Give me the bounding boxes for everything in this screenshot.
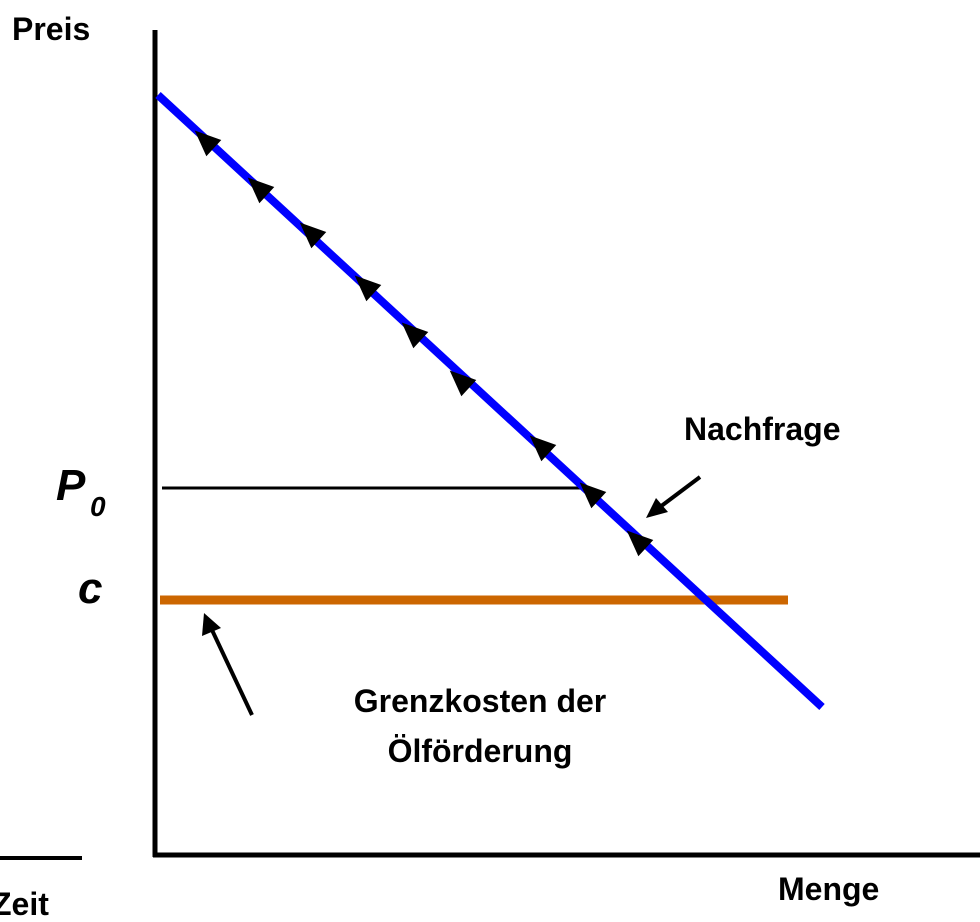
cost-curve-label: Grenzkosten der (354, 683, 607, 719)
arrow-head (579, 482, 607, 509)
price-subscript: 0 (90, 491, 106, 522)
pointer-head (202, 613, 221, 636)
cost-curve-label: Ölförderung (388, 733, 573, 769)
x-axis-label: Menge (778, 871, 879, 907)
cost-label: c (78, 564, 102, 613)
price-symbol: P (56, 461, 86, 510)
y-axis-label: Preis (12, 11, 90, 47)
arrow-head (354, 275, 382, 302)
arrow-head (449, 370, 477, 397)
arrow-head (299, 222, 327, 249)
arrow-head (247, 177, 275, 204)
demand-curve (155, 92, 825, 710)
direction-arrows (194, 130, 654, 557)
demand-label: Nachfrage (684, 411, 841, 447)
arrow-head (401, 322, 429, 349)
pointer-line (658, 475, 702, 509)
arrow-head (194, 130, 222, 157)
pointer-line (210, 629, 254, 716)
arrow-head (626, 530, 654, 557)
arrow-head (529, 435, 557, 462)
pointer-head (646, 498, 668, 518)
time-label: Zeit (0, 886, 49, 922)
